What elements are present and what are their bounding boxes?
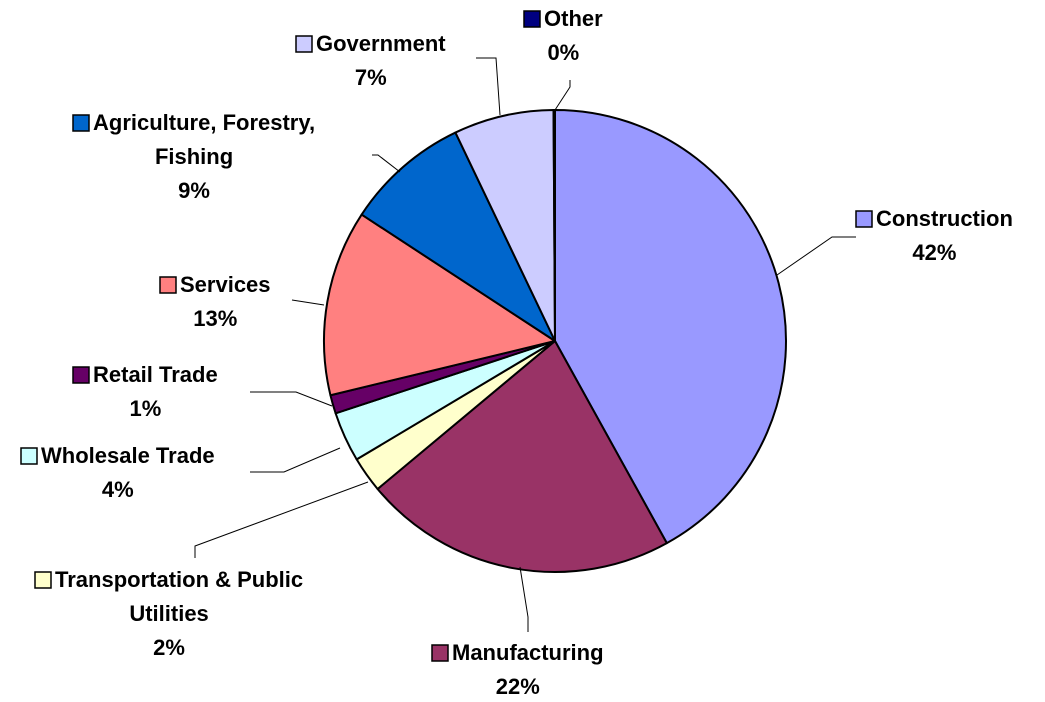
legend-key-agriculture-forestry-fishing (73, 115, 89, 131)
data-label-manufacturing: Manufacturing 22% (432, 640, 604, 697)
legend-key-construction (856, 211, 872, 227)
slice-label-agriculture-forestry-fishing-line-2: Fishing (155, 144, 233, 169)
leader-line-transportation-and-public-utilities (195, 482, 368, 558)
slice-label-wholesale-trade: Wholesale Trade (41, 443, 215, 468)
slice-label-other: Other (544, 6, 603, 31)
slice-label-manufacturing: Manufacturing (452, 640, 604, 665)
data-label-transportation-and-public-utilities: Transportation & Public Utilities 2% (35, 567, 303, 660)
slice-label-transportation-and-public-utilities-line-2: Utilities (129, 601, 208, 626)
legend-key-wholesale-trade (21, 448, 37, 464)
data-label-agriculture-forestry-fishing: Agriculture, Forestry, Fishing 9% (73, 110, 315, 203)
leader-line-agriculture-forestry-fishing (372, 155, 400, 172)
data-label-services: Services 13% (160, 272, 271, 331)
slice-label-transportation-and-public-utilities: Transportation & Public (55, 567, 303, 592)
slice-percent-services: 13% (193, 306, 237, 331)
data-label-wholesale-trade: Wholesale Trade 4% (21, 443, 215, 502)
data-label-construction: Construction 42% (856, 206, 1013, 265)
slice-percent-agriculture-forestry-fishing: 9% (178, 178, 210, 203)
leader-line-other (555, 80, 570, 110)
slice-label-retail-trade: Retail Trade (93, 362, 218, 387)
leader-line-wholesale-trade (250, 448, 340, 472)
leader-line-retail-trade (250, 392, 332, 406)
legend-key-transportation-and-public-utilities (35, 572, 51, 588)
slice-percent-retail-trade: 1% (129, 396, 161, 421)
slice-percent-construction: 42% (912, 240, 956, 265)
legend-key-retail-trade (73, 367, 89, 383)
legend-key-manufacturing (432, 645, 448, 661)
legend-key-other (524, 11, 540, 27)
slice-label-government: Government (316, 31, 446, 56)
slice-percent-other: 0% (547, 40, 579, 65)
slice-percent-transportation-and-public-utilities: 2% (153, 635, 185, 660)
slice-label-construction: Construction (876, 206, 1013, 231)
slice-percent-government: 7% (355, 65, 387, 90)
slice-percent-manufacturing: 22% (496, 674, 540, 697)
data-label-other: Other 0% (524, 6, 603, 65)
legend-key-services (160, 277, 176, 293)
slice-label-agriculture-forestry-fishing: Agriculture, Forestry, (93, 110, 315, 135)
slice-label-services: Services (180, 272, 271, 297)
data-label-government: Government 7% (296, 31, 446, 90)
leader-line-manufacturing (520, 567, 528, 632)
leader-line-government (476, 58, 500, 115)
slice-percent-wholesale-trade: 4% (102, 477, 134, 502)
slices-layer (324, 110, 786, 572)
data-label-retail-trade: Retail Trade 1% (73, 362, 218, 421)
leader-line-construction (777, 237, 856, 275)
legend-key-government (296, 36, 312, 52)
leader-line-services (292, 300, 324, 305)
